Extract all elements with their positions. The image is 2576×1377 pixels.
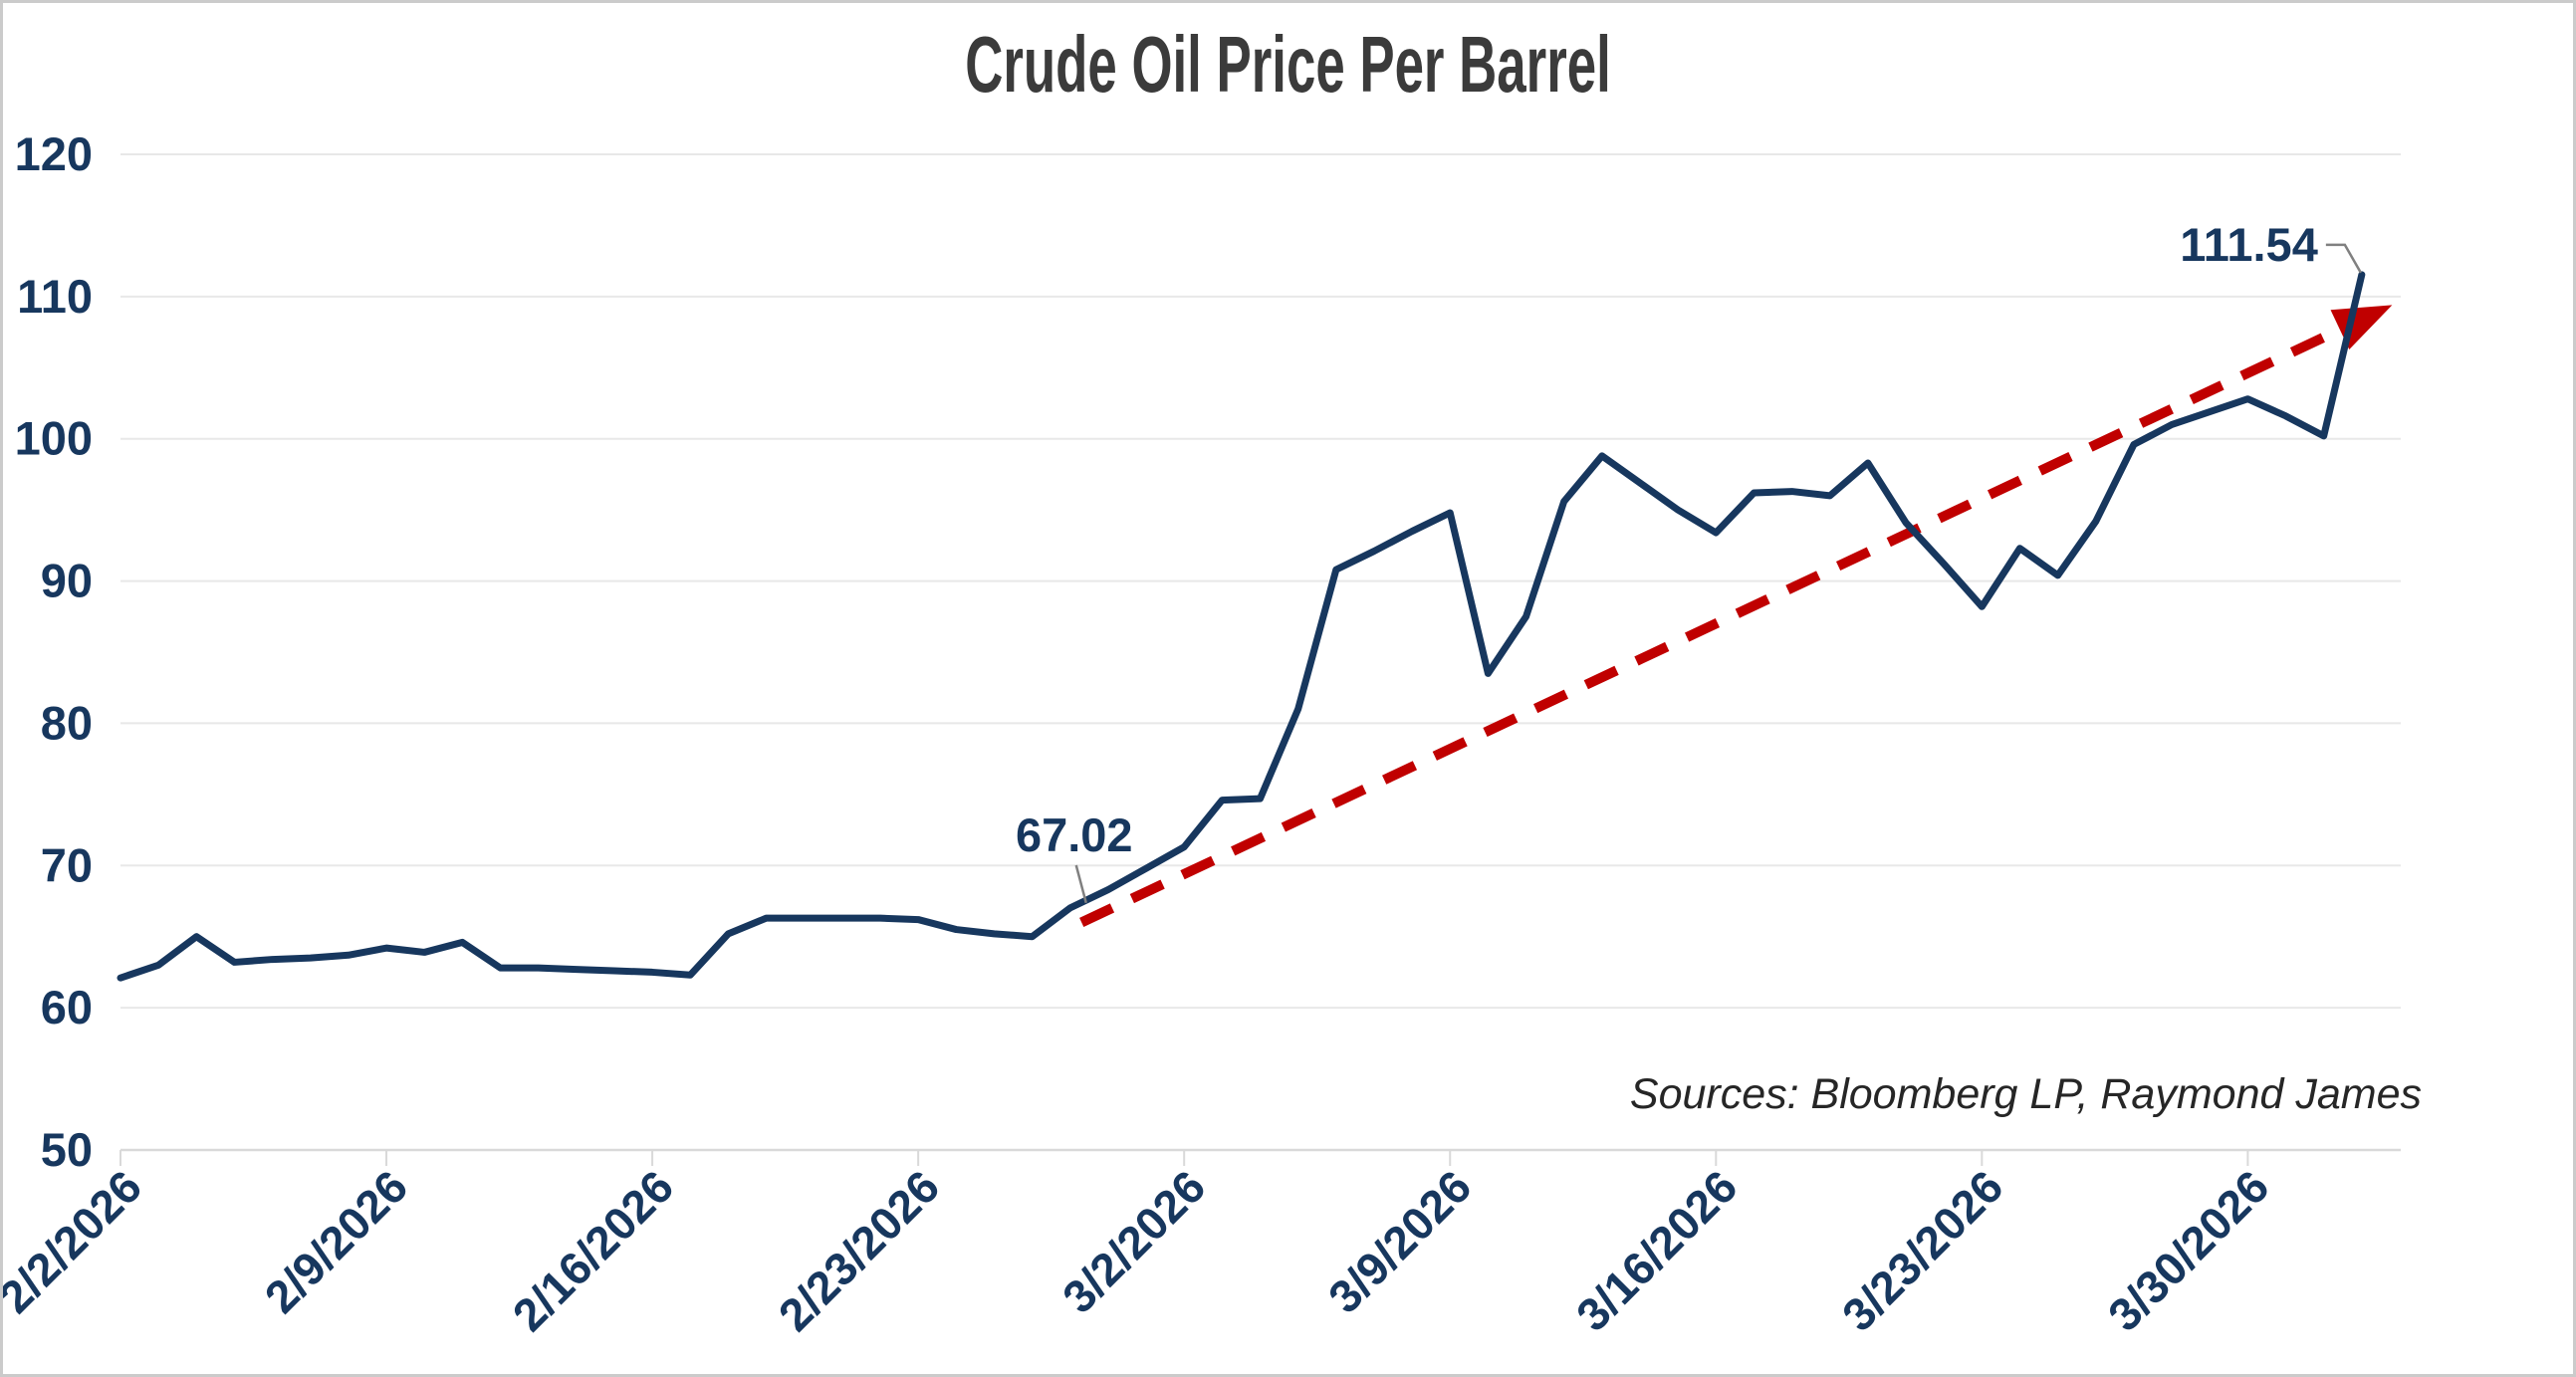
x-tick-label: 2/16/2026 (503, 1160, 683, 1340)
y-tick-label: 50 (41, 1123, 93, 1176)
x-tick-label: 2/2/2026 (3, 1160, 151, 1322)
x-tick-label: 3/30/2026 (2098, 1160, 2278, 1340)
y-tick-label: 80 (41, 696, 93, 749)
price-line (117, 271, 2366, 982)
annotation-label-start: 67.02 (1016, 808, 1133, 861)
annotation-label-end: 111.54 (2180, 218, 2318, 271)
x-tick-label: 2/23/2026 (769, 1160, 949, 1340)
annotation-leader-end (2325, 243, 2362, 274)
y-tick-label: 110 (17, 270, 93, 323)
y-tick-label: 70 (41, 838, 93, 891)
y-tick-label: 60 (41, 981, 93, 1033)
x-tick-label: 3/2/2026 (1053, 1160, 1215, 1322)
x-tick-label: 3/9/2026 (1318, 1160, 1481, 1322)
x-tick-label: 2/9/2026 (255, 1160, 417, 1322)
y-tick-label: 120 (15, 127, 93, 180)
trend-line (1079, 313, 2368, 927)
y-tick-label: 90 (41, 555, 93, 607)
price-line-chart: 50 60 70 80 90 100 110 120 2/2/2026 2/9/2026 2/16/… (3, 127, 2401, 1341)
x-tick-label: 3/16/2026 (1566, 1160, 1747, 1340)
trend-arrowhead (2330, 305, 2393, 350)
sources-note: Sources: Bloomberg LP, Raymond James (1629, 1070, 2422, 1118)
y-tick-label: 100 (15, 412, 93, 465)
chart-title: Crude Oil Price Per Barrel (965, 20, 1611, 109)
annotation-leader-start (1074, 864, 1087, 904)
x-tick-label: 3/23/2026 (1832, 1160, 2012, 1340)
